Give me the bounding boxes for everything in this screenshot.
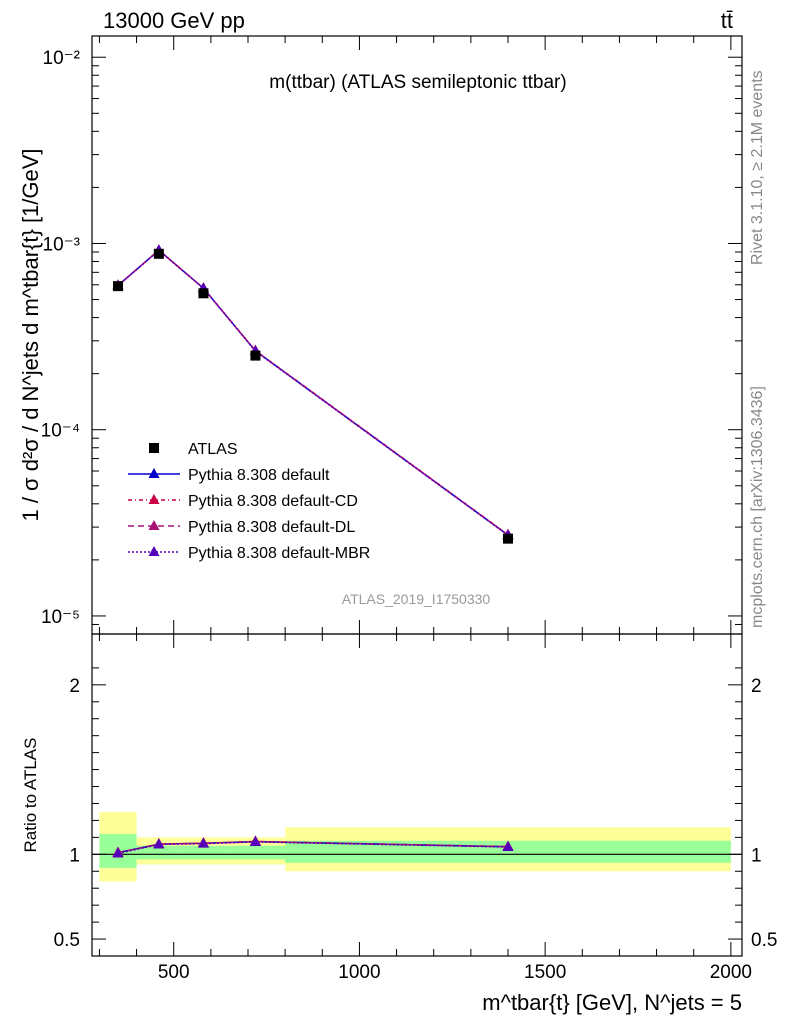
analysis-watermark: ATLAS_2019_I1750330 [342,591,491,607]
ratio-y-tick-label-right: 0.5 [751,930,777,951]
ratio-series-marker [197,837,209,848]
plot-title: m(ttbar) (ATLAS semileptonic ttbar) [269,72,566,93]
legend-label: Pythia 8.308 default [188,467,330,484]
ratio-y-tick-label: 0.5 [54,930,80,951]
ratio-plot-panel: 0.5 0.5 1 1 2 2 500 1000 1500 2000 [54,633,777,983]
ratio-series-marker [502,841,514,852]
main-axis-ticks: 10⁻⁵ 10⁻⁴ 10⁻³ 10⁻² [41,36,742,635]
header-left-label: 13000 GeV pp [103,8,245,33]
ratio-band-inner [225,845,286,860]
data-point [250,350,261,361]
ratio-band-inner [181,845,226,860]
y-tick-label: 10⁻³ [43,234,81,255]
x-axis-label: m^tbar{t} [GeV], N^jets = 5 [482,990,742,1015]
y-tick-label: 10⁻² [43,48,81,69]
data-point [503,533,513,544]
ratio-y-tick-label-right: 2 [751,676,762,697]
ratio-y-tick-label: 2 [69,676,80,697]
legend-marker-data [149,443,159,453]
ratio-series-marker [112,847,124,858]
x-tick-label: 1000 [338,962,380,983]
legend-label: Pythia 8.308 default-DL [188,519,355,536]
main-y-axis-label: 1 / σ d²σ / d N^jets d m^tbar{t} [1/GeV] [18,148,43,521]
ratio-band-inner [285,840,731,863]
ratio-band-inner [136,845,182,860]
legend-marker [148,468,160,478]
ratio-series-line [117,840,509,854]
header-right-label: tt̄ [721,8,733,33]
legend-marker [148,520,160,530]
ratio-y-tick-label-right: 1 [751,845,762,866]
ratio-uncertainty-bands [92,811,742,882]
y-tick-label: 10⁻⁵ [41,607,80,628]
ratio-series-marker [153,838,165,849]
data-point [113,281,123,292]
main-plot-panel: 10⁻⁵ 10⁻⁴ 10⁻³ 10⁻² m(ttbar) (ATLAS semilep… [41,35,743,635]
data-point [153,248,164,259]
rivet-label: Rivet 3.1.10, ≥ 2.1M events [749,70,766,265]
legend: ATLAS Pythia 8.308 default Pythia 8.308 de… [128,441,370,562]
x-tick-label: 500 [158,962,190,983]
legend-label: Pythia 8.308 default-CD [188,493,358,510]
legend-marker [148,494,160,504]
ratio-series-lines [112,835,514,858]
ratio-plot-frame [91,633,743,957]
x-tick-label: 2000 [710,962,752,983]
x-tick-label: 1500 [524,962,566,983]
legend-label: Pythia 8.308 default-MBR [188,545,370,562]
ratio-axis-ticks: 0.5 0.5 1 1 2 2 500 1000 1500 2000 [54,634,777,983]
data-point [198,288,209,299]
atlas-data-points [113,248,513,544]
ratio-y-tick-label: 1 [69,845,80,866]
ratio-series-marker [249,835,261,846]
legend-label: ATLAS [188,441,238,458]
legend-marker [148,546,160,556]
y-tick-label: 10⁻⁴ [41,421,80,442]
mcplots-label: mcplots.cern.ch [arXiv:1306.3436] [749,386,766,628]
ratio-y-axis-label: Ratio to ATLAS [21,738,40,853]
